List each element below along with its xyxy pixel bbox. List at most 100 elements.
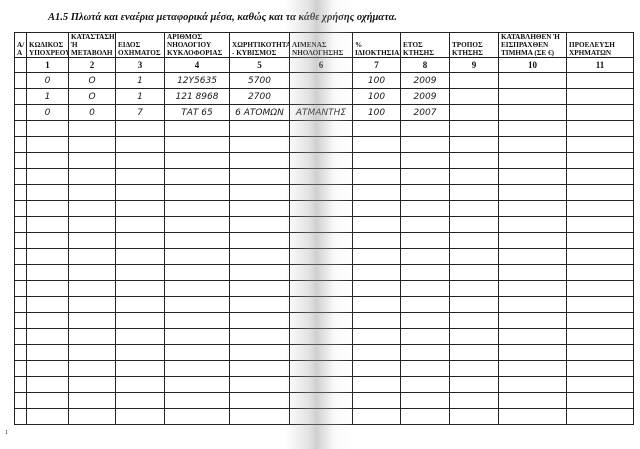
table-cell[interactable] <box>229 408 290 425</box>
table-cell[interactable] <box>449 120 499 137</box>
table-cell[interactable] <box>229 216 290 233</box>
table-cell[interactable] <box>352 376 401 393</box>
table-cell[interactable] <box>229 360 290 377</box>
table-cell[interactable] <box>352 280 401 297</box>
table-cell[interactable] <box>566 152 634 169</box>
table-cell[interactable] <box>566 296 634 313</box>
table-cell[interactable] <box>115 408 165 425</box>
table-cell[interactable] <box>115 136 165 153</box>
table-cell[interactable] <box>229 136 290 153</box>
table-cell[interactable] <box>289 248 353 265</box>
table-cell[interactable] <box>498 280 567 297</box>
table-cell[interactable] <box>566 232 634 249</box>
table-cell[interactable] <box>400 200 450 217</box>
table-cell[interactable] <box>26 376 69 393</box>
table-cell[interactable] <box>289 184 353 201</box>
table-cell[interactable] <box>352 408 401 425</box>
table-cell[interactable] <box>449 232 499 249</box>
table-cell[interactable] <box>26 264 69 281</box>
table-cell[interactable] <box>115 152 165 169</box>
table-cell[interactable] <box>352 248 401 265</box>
table-cell[interactable] <box>26 360 69 377</box>
table-cell[interactable] <box>14 232 27 249</box>
table-cell[interactable] <box>498 392 567 409</box>
table-cell[interactable] <box>352 232 401 249</box>
table-cell[interactable] <box>289 136 353 153</box>
table-cell[interactable] <box>14 216 27 233</box>
table-cell[interactable] <box>115 376 165 393</box>
table-cell[interactable] <box>26 152 69 169</box>
table-cell[interactable] <box>498 360 567 377</box>
table-cell[interactable] <box>352 344 401 361</box>
table-cell[interactable] <box>68 152 116 169</box>
table-cell[interactable] <box>352 168 401 185</box>
table-cell[interactable] <box>566 312 634 329</box>
table-cell[interactable] <box>164 280 230 297</box>
table-cell[interactable] <box>115 216 165 233</box>
table-cell[interactable] <box>26 168 69 185</box>
table-cell[interactable]: 1 <box>115 72 165 89</box>
table-cell[interactable] <box>26 296 69 313</box>
table-cell[interactable] <box>400 360 450 377</box>
table-cell[interactable] <box>68 344 116 361</box>
table-cell[interactable] <box>229 344 290 361</box>
table-cell[interactable] <box>352 328 401 345</box>
table-cell[interactable] <box>566 344 634 361</box>
table-cell[interactable] <box>14 136 27 153</box>
table-cell[interactable]: 2009 <box>400 72 450 89</box>
table-cell[interactable] <box>26 312 69 329</box>
table-cell[interactable] <box>164 120 230 137</box>
table-cell[interactable] <box>115 328 165 345</box>
table-cell[interactable] <box>498 168 567 185</box>
table-cell[interactable] <box>229 376 290 393</box>
table-cell[interactable] <box>68 200 116 217</box>
table-cell[interactable] <box>164 200 230 217</box>
table-cell[interactable] <box>26 232 69 249</box>
table-cell[interactable] <box>352 296 401 313</box>
table-cell[interactable] <box>289 344 353 361</box>
table-cell[interactable]: 121 8968 <box>164 88 230 105</box>
table-cell[interactable] <box>400 264 450 281</box>
table-cell[interactable]: 100 <box>352 88 401 105</box>
table-cell[interactable] <box>164 152 230 169</box>
table-cell[interactable] <box>449 408 499 425</box>
table-cell[interactable] <box>26 200 69 217</box>
table-cell[interactable] <box>400 408 450 425</box>
table-cell[interactable] <box>289 264 353 281</box>
table-cell[interactable] <box>164 184 230 201</box>
table-cell[interactable] <box>566 168 634 185</box>
table-cell[interactable] <box>229 312 290 329</box>
table-cell[interactable] <box>68 120 116 137</box>
table-cell[interactable] <box>289 232 353 249</box>
table-cell[interactable] <box>14 280 27 297</box>
table-cell[interactable] <box>449 168 499 185</box>
table-cell[interactable] <box>68 312 116 329</box>
table-cell[interactable] <box>449 88 499 105</box>
table-cell[interactable] <box>352 184 401 201</box>
table-cell[interactable] <box>352 392 401 409</box>
table-cell[interactable] <box>498 72 567 89</box>
table-cell[interactable] <box>498 104 567 121</box>
table-cell[interactable] <box>14 328 27 345</box>
table-cell[interactable] <box>68 168 116 185</box>
table-cell[interactable] <box>68 296 116 313</box>
table-cell[interactable] <box>164 136 230 153</box>
table-cell[interactable] <box>115 312 165 329</box>
table-cell[interactable] <box>14 408 27 425</box>
table-cell[interactable] <box>164 360 230 377</box>
table-cell[interactable] <box>352 136 401 153</box>
table-cell[interactable] <box>115 296 165 313</box>
table-cell[interactable]: 1 <box>115 88 165 105</box>
table-cell[interactable] <box>289 200 353 217</box>
table-cell[interactable] <box>498 232 567 249</box>
table-cell[interactable] <box>229 152 290 169</box>
table-cell[interactable]: 2007 <box>400 104 450 121</box>
table-cell[interactable]: 0 <box>26 104 69 121</box>
table-cell[interactable] <box>289 168 353 185</box>
table-cell[interactable] <box>289 392 353 409</box>
table-cell[interactable] <box>164 408 230 425</box>
table-cell[interactable] <box>68 360 116 377</box>
table-cell[interactable] <box>566 360 634 377</box>
table-cell[interactable] <box>68 264 116 281</box>
table-cell[interactable] <box>164 296 230 313</box>
